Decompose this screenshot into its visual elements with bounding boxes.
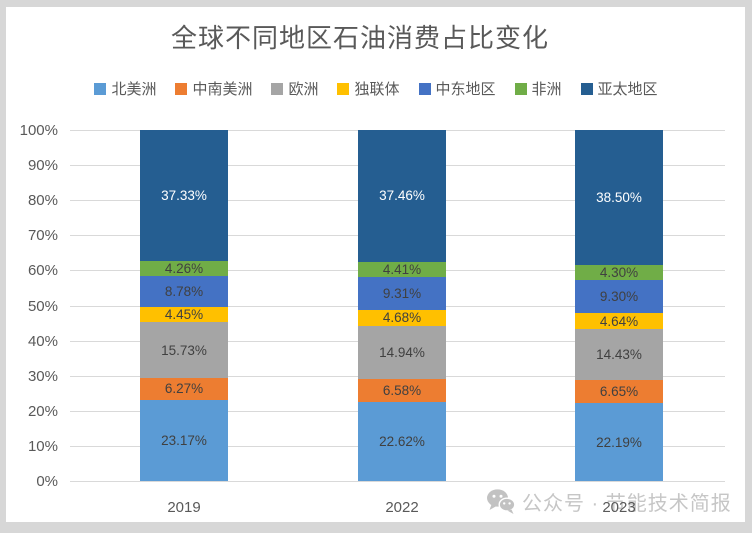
data-label: 22.62% bbox=[379, 433, 425, 449]
data-label: 4.26% bbox=[164, 261, 204, 277]
bar-segment-2019-亚太地区: 37.33% bbox=[140, 130, 228, 262]
data-label: 4.30% bbox=[599, 265, 639, 281]
legend-swatch-icon bbox=[514, 82, 527, 95]
legend-label: 中东地区 bbox=[435, 81, 496, 98]
legend-swatch-icon bbox=[418, 82, 431, 95]
legend-label: 独联体 bbox=[354, 81, 400, 98]
data-label: 37.46% bbox=[379, 188, 425, 204]
data-label: 9.31% bbox=[382, 285, 422, 301]
bar-segment-2023-独联体: 4.64% bbox=[575, 312, 663, 330]
y-axis-tick-label: 40% bbox=[27, 332, 58, 350]
data-label: 38.50% bbox=[596, 190, 642, 206]
bar-segment-2019-中南美洲: 6.27% bbox=[140, 377, 228, 400]
data-label: 9.30% bbox=[599, 289, 639, 305]
legend-label: 欧洲 bbox=[288, 81, 319, 98]
bar-segment-2022-欧洲: 14.94% bbox=[358, 326, 446, 379]
y-axis-tick-label: 60% bbox=[27, 262, 58, 280]
bar-segment-2022-亚太地区: 37.46% bbox=[358, 130, 446, 262]
legend-item-中南美洲: 中南美洲 bbox=[175, 78, 252, 99]
bar-segment-2023-欧洲: 14.43% bbox=[575, 329, 663, 380]
data-label: 4.64% bbox=[599, 313, 639, 329]
legend-swatch-icon bbox=[271, 82, 284, 95]
bar-segment-2023-亚太地区: 38.50% bbox=[575, 130, 663, 266]
data-label: 6.65% bbox=[599, 383, 639, 399]
bar-segment-2023-中南美洲: 6.65% bbox=[575, 379, 663, 404]
legend-label: 北美洲 bbox=[111, 81, 157, 98]
legend-swatch-icon bbox=[580, 82, 593, 95]
x-axis-tick-label: 2023 bbox=[602, 499, 636, 516]
stacked-bar-2023: 22.19% 6.65% 14.43% 4.64% 9.30% 4.30% 38.50% bbox=[575, 130, 663, 481]
y-axis-tick-label: 80% bbox=[27, 192, 58, 210]
bar-segment-2023-中东地区: 9.30% bbox=[575, 280, 663, 313]
stacked-bar-2022: 22.62% 6.58% 14.94% 4.68% 9.31% 4.41% 37.46% bbox=[358, 130, 446, 481]
data-label: 4.41% bbox=[382, 261, 422, 277]
legend-item-亚太地区: 亚太地区 bbox=[580, 78, 658, 99]
y-axis-tick-label: 100% bbox=[19, 122, 58, 139]
chart-title: 全球不同地区石油消费占比变化 bbox=[170, 23, 549, 53]
y-axis-tick-label: 50% bbox=[27, 297, 58, 315]
x-axis-tick-label: 2022 bbox=[385, 499, 419, 516]
y-axis-tick-label: 30% bbox=[27, 367, 58, 385]
data-label: 14.43% bbox=[596, 346, 642, 362]
wechat-icon bbox=[487, 489, 515, 514]
legend-swatch-icon bbox=[175, 82, 188, 95]
data-label: 15.73% bbox=[161, 342, 207, 358]
legend-item-中东地区: 中东地区 bbox=[418, 78, 496, 99]
bar-segment-2019-欧洲: 15.73% bbox=[140, 322, 228, 378]
bar-segment-2022-北美洲: 22.62% bbox=[358, 401, 446, 481]
bar-segment-2019-独联体: 4.45% bbox=[140, 306, 228, 323]
legend-item-北美洲: 北美洲 bbox=[94, 78, 156, 99]
data-label: 14.94% bbox=[379, 344, 425, 360]
y-axis-tick-label: 90% bbox=[27, 157, 58, 175]
legend-label: 中南美洲 bbox=[192, 81, 253, 98]
data-label: 37.33% bbox=[161, 188, 207, 204]
y-axis-tick-label: 10% bbox=[27, 437, 58, 455]
data-label: 22.19% bbox=[596, 434, 642, 450]
bar-segment-2022-中南美洲: 6.58% bbox=[358, 378, 446, 402]
y-axis-tick-label: 0% bbox=[36, 473, 58, 490]
legend-item-欧洲: 欧洲 bbox=[271, 78, 318, 99]
data-label: 6.27% bbox=[164, 381, 204, 397]
bar-segment-2022-非洲: 4.41% bbox=[358, 261, 446, 277]
bar-segment-2022-独联体: 4.68% bbox=[358, 309, 446, 327]
y-axis-tick-label: 20% bbox=[27, 402, 58, 420]
watermark: 公众号 · 节能技术简报 bbox=[486, 487, 732, 516]
y-axis-tick-label: 70% bbox=[27, 227, 58, 245]
bar-segment-2022-中东地区: 9.31% bbox=[358, 276, 446, 310]
data-label: 4.68% bbox=[382, 310, 422, 326]
bar-segment-2023-北美洲: 22.19% bbox=[575, 403, 663, 481]
x-axis-tick-label: 2019 bbox=[167, 499, 201, 516]
gridline bbox=[70, 481, 725, 482]
bar-segment-2019-北美洲: 23.17% bbox=[140, 399, 228, 481]
bar-segment-2023-非洲: 4.30% bbox=[575, 265, 663, 281]
legend: 北美洲 中南美洲 欧洲 独联体 中东地区 非洲 亚太地区 bbox=[0, 78, 752, 99]
data-label: 23.17% bbox=[161, 432, 207, 448]
legend-swatch-icon bbox=[94, 82, 107, 95]
legend-item-非洲: 非洲 bbox=[514, 78, 562, 99]
stacked-bar-2019: 23.17% 6.27% 15.73% 4.45% 8.78% 4.26% 37.33% bbox=[140, 130, 228, 481]
watermark-text: 公众号 · 节能技术简报 bbox=[522, 493, 732, 515]
data-label: 6.58% bbox=[382, 382, 422, 398]
legend-label: 非洲 bbox=[531, 81, 562, 98]
data-label: 4.45% bbox=[164, 307, 204, 323]
legend-swatch-icon bbox=[337, 82, 350, 95]
legend-item-独联体: 独联体 bbox=[337, 78, 400, 99]
bar-segment-2019-非洲: 4.26% bbox=[140, 261, 228, 276]
legend-label: 亚太地区 bbox=[597, 81, 658, 98]
bar-segment-2019-中东地区: 8.78% bbox=[140, 276, 228, 307]
data-label: 8.78% bbox=[164, 283, 204, 299]
